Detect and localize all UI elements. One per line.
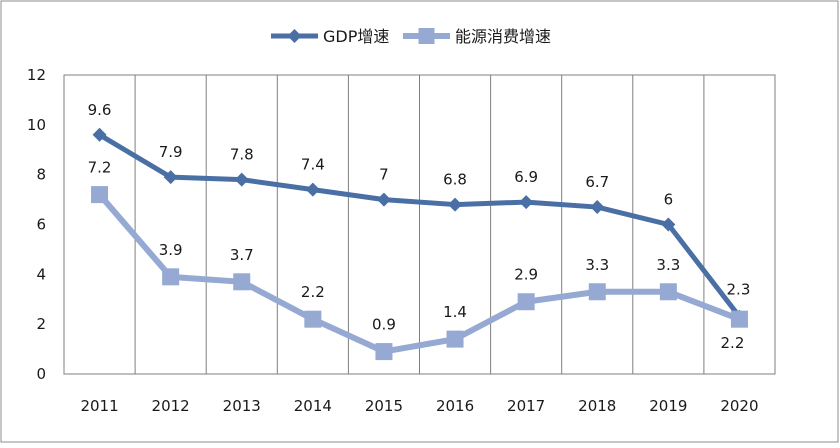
energy-data-label: 2.2 <box>301 283 325 301</box>
gdp-point <box>163 170 178 185</box>
gdp-point <box>305 182 320 197</box>
x-tick-label: 2014 <box>294 397 332 415</box>
energy-data-label: 3.3 <box>656 256 680 274</box>
x-tick-label: 2011 <box>80 397 118 415</box>
series-layer <box>91 127 748 361</box>
gdp-data-label: 2.3 <box>727 281 751 299</box>
y-tick-label: 0 <box>36 365 46 383</box>
gdp-data-label: 7.4 <box>301 156 325 174</box>
energy-point <box>91 186 109 204</box>
energy-point <box>517 293 535 311</box>
x-tick-label: 2012 <box>152 397 190 415</box>
series-line-energy <box>97 192 741 355</box>
energy-point <box>588 283 606 301</box>
x-tick-label: 2018 <box>578 397 616 415</box>
y-tick-label: 6 <box>36 216 46 234</box>
x-tick-label: 2015 <box>365 397 403 415</box>
plot-area <box>63 74 776 375</box>
energy-point <box>375 343 393 361</box>
energy-point <box>446 330 464 348</box>
gdp-data-label: 6.9 <box>514 168 538 186</box>
gdp-point <box>448 197 463 212</box>
legend-gdp-marker <box>287 29 302 43</box>
gdp-data-label: 9.6 <box>88 101 112 119</box>
legend-energy-label: 能源消费增速 <box>455 27 551 46</box>
energy-point <box>233 273 251 291</box>
gdp-point <box>519 195 534 210</box>
energy-data-label: 0.9 <box>372 316 396 334</box>
gdp-point <box>234 172 249 187</box>
series-line-gdp <box>98 132 742 319</box>
energy-data-label: 3.9 <box>159 241 183 259</box>
energy-data-label: 2.2 <box>721 334 745 352</box>
legend-energy-marker <box>418 28 435 44</box>
gdp-data-label: 7.8 <box>230 146 254 164</box>
gdp-point <box>661 217 676 232</box>
x-tick-label: 2020 <box>720 397 758 415</box>
gdp-data-label: 7.9 <box>159 143 183 161</box>
gdp-data-label: 6 <box>664 191 674 209</box>
data-labels: 9.6 7.9 7.8 7.4 7 6.8 6.9 6.7 6 2.3 7.2 3.9 3.7 2.2 0.… <box>88 101 751 352</box>
y-tick-label: 4 <box>36 265 46 283</box>
y-tick-label: 10 <box>27 116 46 134</box>
energy-data-label: 3.3 <box>585 256 609 274</box>
gdp-point <box>92 127 107 142</box>
energy-data-label: 7.2 <box>88 159 112 177</box>
x-tick-label: 2016 <box>436 397 474 415</box>
axes: 0 2 4 6 8 10 12 2011 2012 2013 2014 2015 2016 2017 201… <box>27 66 759 415</box>
gdp-data-label: 6.8 <box>443 171 467 189</box>
energy-data-label: 1.4 <box>443 303 467 321</box>
gdp-point <box>590 200 605 215</box>
gdp-data-label: 6.7 <box>585 173 609 191</box>
x-tick-label: 2013 <box>223 397 261 415</box>
energy-point <box>162 268 180 286</box>
energy-point <box>304 310 322 328</box>
legend-gdp-label: GDP增速 <box>323 27 389 46</box>
y-tick-label: 12 <box>27 66 46 84</box>
energy-point <box>730 310 748 328</box>
y-tick-label: 8 <box>36 166 46 184</box>
y-tick-label: 2 <box>36 315 46 333</box>
energy-point <box>659 283 677 301</box>
energy-data-label: 3.7 <box>230 246 254 264</box>
gdp-point <box>376 192 391 207</box>
x-tick-label: 2017 <box>507 397 545 415</box>
x-tick-label: 2019 <box>649 397 687 415</box>
energy-data-label: 2.9 <box>514 266 538 284</box>
gdp-data-label: 7 <box>379 166 389 184</box>
legend: GDP增速 能源消费增速 <box>271 27 551 46</box>
